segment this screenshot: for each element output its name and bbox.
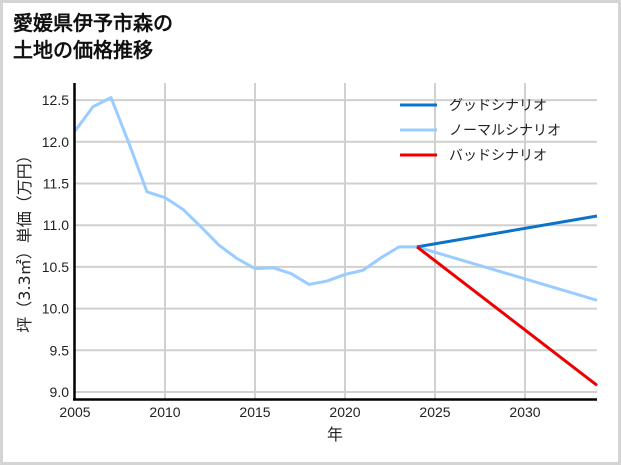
series-line	[416, 245, 598, 387]
grid-lines	[75, 83, 597, 399]
y-axis-label: 坪（3.3㎡）単価（万円）	[15, 147, 34, 332]
y-tick-label: 10.0	[42, 301, 69, 317]
legend-label: グッドシナリオ	[449, 98, 547, 114]
chart-title: 愛媛県伊予市森の 土地の価格推移	[13, 11, 173, 62]
y-tick-label: 11.5	[43, 176, 69, 192]
x-axis-label: 年	[327, 425, 343, 444]
series-line	[73, 96, 598, 302]
y-tick-label: 11.0	[43, 217, 69, 233]
y-tick-label: 12.5	[42, 92, 69, 108]
series-line	[416, 214, 598, 249]
legend-label: ノーマルシナリオ	[449, 123, 561, 139]
x-tick-label: 2020	[329, 404, 360, 420]
x-tick-label: 2005	[59, 404, 90, 420]
y-tick-label: 9.5	[50, 342, 70, 358]
x-tick-label: 2025	[419, 404, 450, 420]
y-tick-labels: 9.0 9.5 10.0 10.5 11.0 11.5 12.0 12.5	[42, 92, 69, 400]
y-tick-label: 12.0	[42, 134, 69, 150]
x-tick-label: 2010	[149, 404, 180, 420]
y-tick-label: 10.5	[42, 259, 69, 275]
legend-label: バッドシナリオ	[449, 148, 547, 164]
x-tick-label: 2015	[239, 404, 270, 420]
chart-frame	[3, 3, 618, 462]
x-tick-labels: 2005 2010 2015 2020 2025 2030	[59, 404, 540, 420]
y-tick-label: 9.0	[50, 384, 70, 400]
x-tick-label: 2030	[509, 404, 540, 420]
data-lines	[73, 96, 598, 387]
